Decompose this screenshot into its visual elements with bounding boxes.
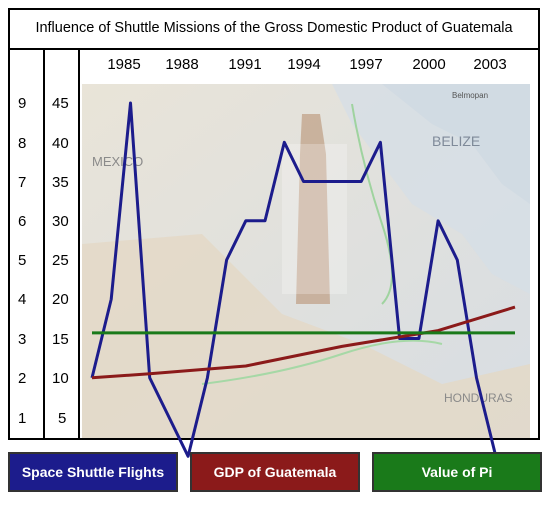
chart-frame: [8, 8, 540, 440]
legend-value-of-pi: Value of Pi: [372, 452, 542, 492]
map-label-belize: BELIZE: [432, 133, 480, 149]
map-label-mexico: MEXICO: [92, 154, 143, 169]
left-axis-tick: 5: [18, 252, 27, 269]
left-axis-tick: 1: [18, 410, 27, 427]
axis-divider-left: [43, 48, 45, 440]
x-tick-label: 1988: [165, 56, 199, 73]
right-axis-tick: 45: [52, 95, 69, 112]
x-tick-label: 2003: [473, 56, 507, 73]
legend-gdp-of-guatemala: GDP of Guatemala: [190, 452, 360, 492]
x-tick-label: 1985: [107, 56, 141, 73]
right-axis-tick: 15: [52, 331, 69, 348]
x-tick-label: 1994: [287, 56, 321, 73]
left-axis-tick: 9: [18, 95, 27, 112]
chart-title: Influence of Shuttle Missions of the Gro…: [8, 8, 540, 50]
right-axis-tick: 20: [52, 291, 69, 308]
right-axis-tick: 25: [52, 252, 69, 269]
x-tick-label: 2000: [412, 56, 446, 73]
x-tick-label: 1991: [228, 56, 262, 73]
map-label-belmopan: Belmopan: [452, 91, 488, 100]
background-map: MEXICO BELIZE HONDURAS Belmopan: [82, 84, 530, 438]
left-axis-tick: 2: [18, 370, 27, 387]
map-svg: MEXICO BELIZE HONDURAS Belmopan: [82, 84, 530, 438]
series-line-space-shuttle-flights: [90, 101, 515, 458]
left-axis-tick: 6: [18, 213, 27, 230]
left-axis-tick: 3: [18, 331, 27, 348]
right-axis-tick: 35: [52, 174, 69, 191]
axis-divider-right: [78, 48, 80, 440]
legend-space-shuttle-flights: Space Shuttle Flights: [8, 452, 178, 492]
series-line-gdp-of-guatemala: [91, 305, 516, 380]
right-axis-tick: 5: [58, 410, 67, 427]
left-axis-tick: 7: [18, 174, 27, 191]
x-tick-label: 1997: [349, 56, 383, 73]
right-axis-tick: 30: [52, 213, 69, 230]
left-axis-tick: 4: [18, 291, 27, 308]
right-axis-tick: 40: [52, 135, 69, 152]
map-label-honduras: HONDURAS: [444, 391, 513, 405]
right-axis-tick: 10: [52, 370, 69, 387]
left-axis-tick: 8: [18, 135, 27, 152]
